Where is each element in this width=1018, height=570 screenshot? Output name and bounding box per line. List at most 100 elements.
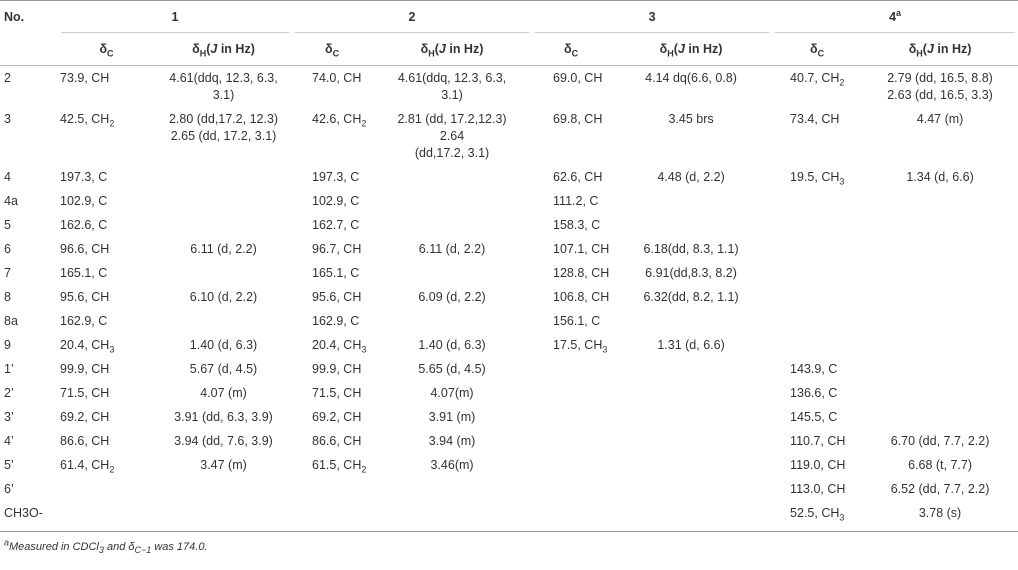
cell-line: 2.65 (dd, 17.2, 3.1) (155, 128, 292, 145)
text: 136.6, C (790, 385, 838, 400)
table-cell: 4.14 dq(6.6, 0.8) (610, 66, 772, 108)
table-cell: 99.9, CH (58, 357, 155, 381)
text: 4.07(m) (430, 385, 474, 400)
header-cell: No. (0, 1, 58, 34)
subheader-cell: δH(J in Hz) (610, 33, 773, 66)
table-cell (532, 477, 610, 501)
text: 3.78 (s) (918, 505, 962, 520)
subscript: H (916, 48, 923, 59)
supscript: a (4, 536, 10, 547)
table-cell: 6.68 (t, 7.7) (862, 453, 1018, 477)
table-cell (610, 477, 772, 501)
text: 4.47 (m) (916, 111, 964, 126)
table-cell (532, 429, 610, 453)
text: 61.5, CH (312, 457, 362, 472)
table-cell: 143.9, C (772, 357, 862, 381)
text: 6.91(dd,8.3, 8.2) (645, 265, 737, 280)
text: 1.40 (d, 6.3) (418, 337, 486, 352)
table-cell: 107.1, CH (532, 237, 610, 261)
text: 4.48 (d, 2.2) (657, 169, 725, 184)
table-cell: 6.91(dd,8.3, 8.2) (610, 261, 772, 285)
table-cell: 99.9, CH (292, 357, 372, 381)
text: 52.5, CH (790, 505, 840, 520)
table-row: 5 162.6, C 162.7, C 158.3, C (0, 213, 1018, 237)
table-cell: 1.34 (d, 6.6) (862, 165, 1018, 189)
text: 69.0, CH (553, 70, 603, 85)
table-cell: 4.61(ddq, 12.3, 6.3, 3.1) (372, 66, 532, 108)
text: 20.4, CH (60, 337, 110, 352)
table-cell: 3.78 (s) (862, 501, 1018, 531)
text: 5.67 (d, 4.5) (189, 361, 258, 376)
table-cell (372, 477, 532, 501)
table-cell (610, 357, 772, 381)
text: 4.07 (m) (200, 385, 247, 400)
text: 4.61(ddq, 12.3, 6.3, (397, 70, 507, 85)
text: ( (922, 42, 927, 56)
subscript: 2 (109, 118, 115, 128)
table-cell (155, 309, 292, 333)
table-cell: 6.11 (d, 2.2) (372, 237, 532, 261)
table-cell: 96.6, CH (58, 237, 155, 261)
text: 69.8, CH (553, 111, 603, 126)
subscript: C (817, 48, 825, 59)
table-cell (862, 381, 1018, 405)
table-cell: 3.94 (m) (372, 429, 532, 453)
table-cell: 165.1, C (58, 261, 155, 285)
nmr-table: No. 1 2 3 4a δC δH(J in Hz) δC δH(J in Hz) δC δH(J… (0, 0, 1018, 531)
subheader-cell: δH(J in Hz) (862, 33, 1018, 66)
table-row: 4 197.3, C 197.3, C 62.6, CH 4.48 (d, 2.2) 19… (0, 165, 1018, 189)
group-label: 2 (295, 10, 530, 33)
text: 71.5, CH (60, 385, 110, 400)
text: ( (206, 42, 211, 56)
text: 3.94 (dd, 7.6, 3.9) (174, 433, 273, 448)
table-cell: 106.8, CH (532, 285, 610, 309)
table-cell: 1.31 (d, 6.6) (610, 333, 772, 357)
text: in Hz) (684, 42, 723, 56)
table-cell: 162.7, C (292, 213, 372, 237)
group-header: 4a (772, 1, 1018, 33)
table-cell: 61.4, CH2 (58, 453, 155, 477)
subscript: H (667, 48, 674, 59)
text: in Hz) (445, 42, 484, 56)
table-cell (862, 237, 1018, 261)
text: 42.5, CH (60, 111, 110, 126)
table-cell: 8a (0, 309, 58, 333)
table-cell: 3.94 (dd, 7.6, 3.9) (155, 429, 292, 453)
text: 8a (4, 313, 18, 328)
table-cell: 20.4, CH3 (292, 333, 372, 357)
table-cell: 158.3, C (532, 213, 610, 237)
table-cell: 162.9, C (292, 309, 372, 333)
text: 1 (171, 10, 179, 24)
text: 162.6, C (60, 217, 108, 232)
text: ( (434, 42, 439, 56)
table-cell: 4’ (0, 429, 58, 453)
table-cell (772, 213, 862, 237)
table-cell: 86.6, CH (58, 429, 155, 453)
text: 3.94 (m) (428, 433, 476, 448)
text: 1’ (4, 361, 14, 376)
table-cell: 2 (0, 66, 58, 108)
text: 73.4, CH (790, 111, 840, 126)
subheader-cell: δC (532, 33, 611, 66)
table-cell (610, 405, 772, 429)
text: 6’ (4, 481, 14, 496)
table-cell: 6 (0, 237, 58, 261)
cell-line: 3.1) (372, 87, 532, 104)
text: 2.65 (dd, 17.2, 3.1) (170, 128, 277, 143)
text: 6.10 (d, 2.2) (189, 289, 258, 304)
table-cell: 2.79 (dd, 16.5, 8.8) 2.63 (dd, 16.5, 3.3) (862, 66, 1018, 108)
table-cell: 4 (0, 165, 58, 189)
text: 6.11 (d, 2.2) (190, 241, 257, 256)
table-cell (532, 405, 610, 429)
table-cell: 6’ (0, 477, 58, 501)
text: 111.2, C (553, 193, 599, 208)
text: δ (192, 42, 200, 56)
table-cell: 111.2, C (532, 189, 610, 213)
text: was 174.0. (151, 540, 208, 553)
text: 8 (4, 289, 11, 304)
text: 62.6, CH (553, 169, 603, 184)
text: 5’ (4, 457, 14, 472)
table-cell: 2.80 (dd,17.2, 12.3) 2.65 (dd, 17.2, 3.1) (155, 107, 292, 165)
table-cell (862, 405, 1018, 429)
text: 5 (4, 217, 11, 232)
